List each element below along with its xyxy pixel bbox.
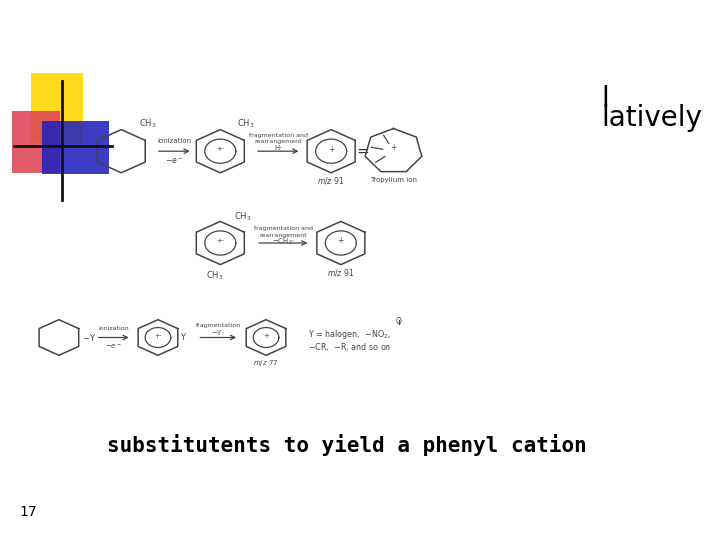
Bar [12,111,60,173]
Text: rearrangement: rearrangement [255,139,302,144]
Text: $-e^-$: $-e^-$ [166,156,184,166]
Text: l: l [601,85,609,113]
Bar [42,121,109,174]
Text: substitutents to yield a phenyl cation: substitutents to yield a phenyl cation [107,434,586,456]
Text: $-e^-$: $-e^-$ [105,342,122,350]
Text: $m/z$ 91: $m/z$ 91 [327,267,354,278]
Text: Tropylium ion: Tropylium ion [370,177,417,184]
Text: CH$_3$: CH$_3$ [234,211,252,224]
Text: latively: latively [601,104,702,132]
Text: Y = halogen,  $-$NO$_2$,: Y = halogen, $-$NO$_2$, [308,328,392,341]
Text: ionization: ionization [99,326,129,332]
Text: CH$_3$: CH$_3$ [138,118,156,131]
Text: O: O [396,317,402,326]
Text: +·: +· [216,146,225,152]
Text: fragmentation and: fragmentation and [254,226,313,232]
Text: =: = [356,144,369,159]
Text: $-$Y: $-$Y [82,332,96,343]
Text: +·: +· [154,333,162,339]
Text: 17: 17 [19,505,37,519]
Text: $-$CH$_3$·: $-$CH$_3$· [272,237,294,247]
Text: +·: +· [216,238,225,244]
Text: H·: H· [275,145,282,151]
Text: ionization: ionization [158,138,192,145]
Text: fragmentation and: fragmentation and [249,132,308,138]
Text: +: + [390,144,397,152]
Text: $m/z$ 91: $m/z$ 91 [318,175,345,186]
Text: $m/z$ 77: $m/z$ 77 [253,358,279,368]
Text: +: + [263,333,269,339]
Bar [31,73,83,143]
Text: $-$Y·: $-$Y· [212,328,225,336]
Text: Y: Y [180,333,185,342]
Text: fragmentation: fragmentation [196,323,240,328]
Text: +: + [338,237,344,245]
Text: CH$_3$: CH$_3$ [207,269,224,282]
Text: +: + [328,145,334,153]
Text: $-$CR,  $-$R, and so on: $-$CR, $-$R, and so on [308,341,392,353]
Text: CH$_3$: CH$_3$ [237,118,254,131]
Text: rearrangement: rearrangement [259,233,307,238]
